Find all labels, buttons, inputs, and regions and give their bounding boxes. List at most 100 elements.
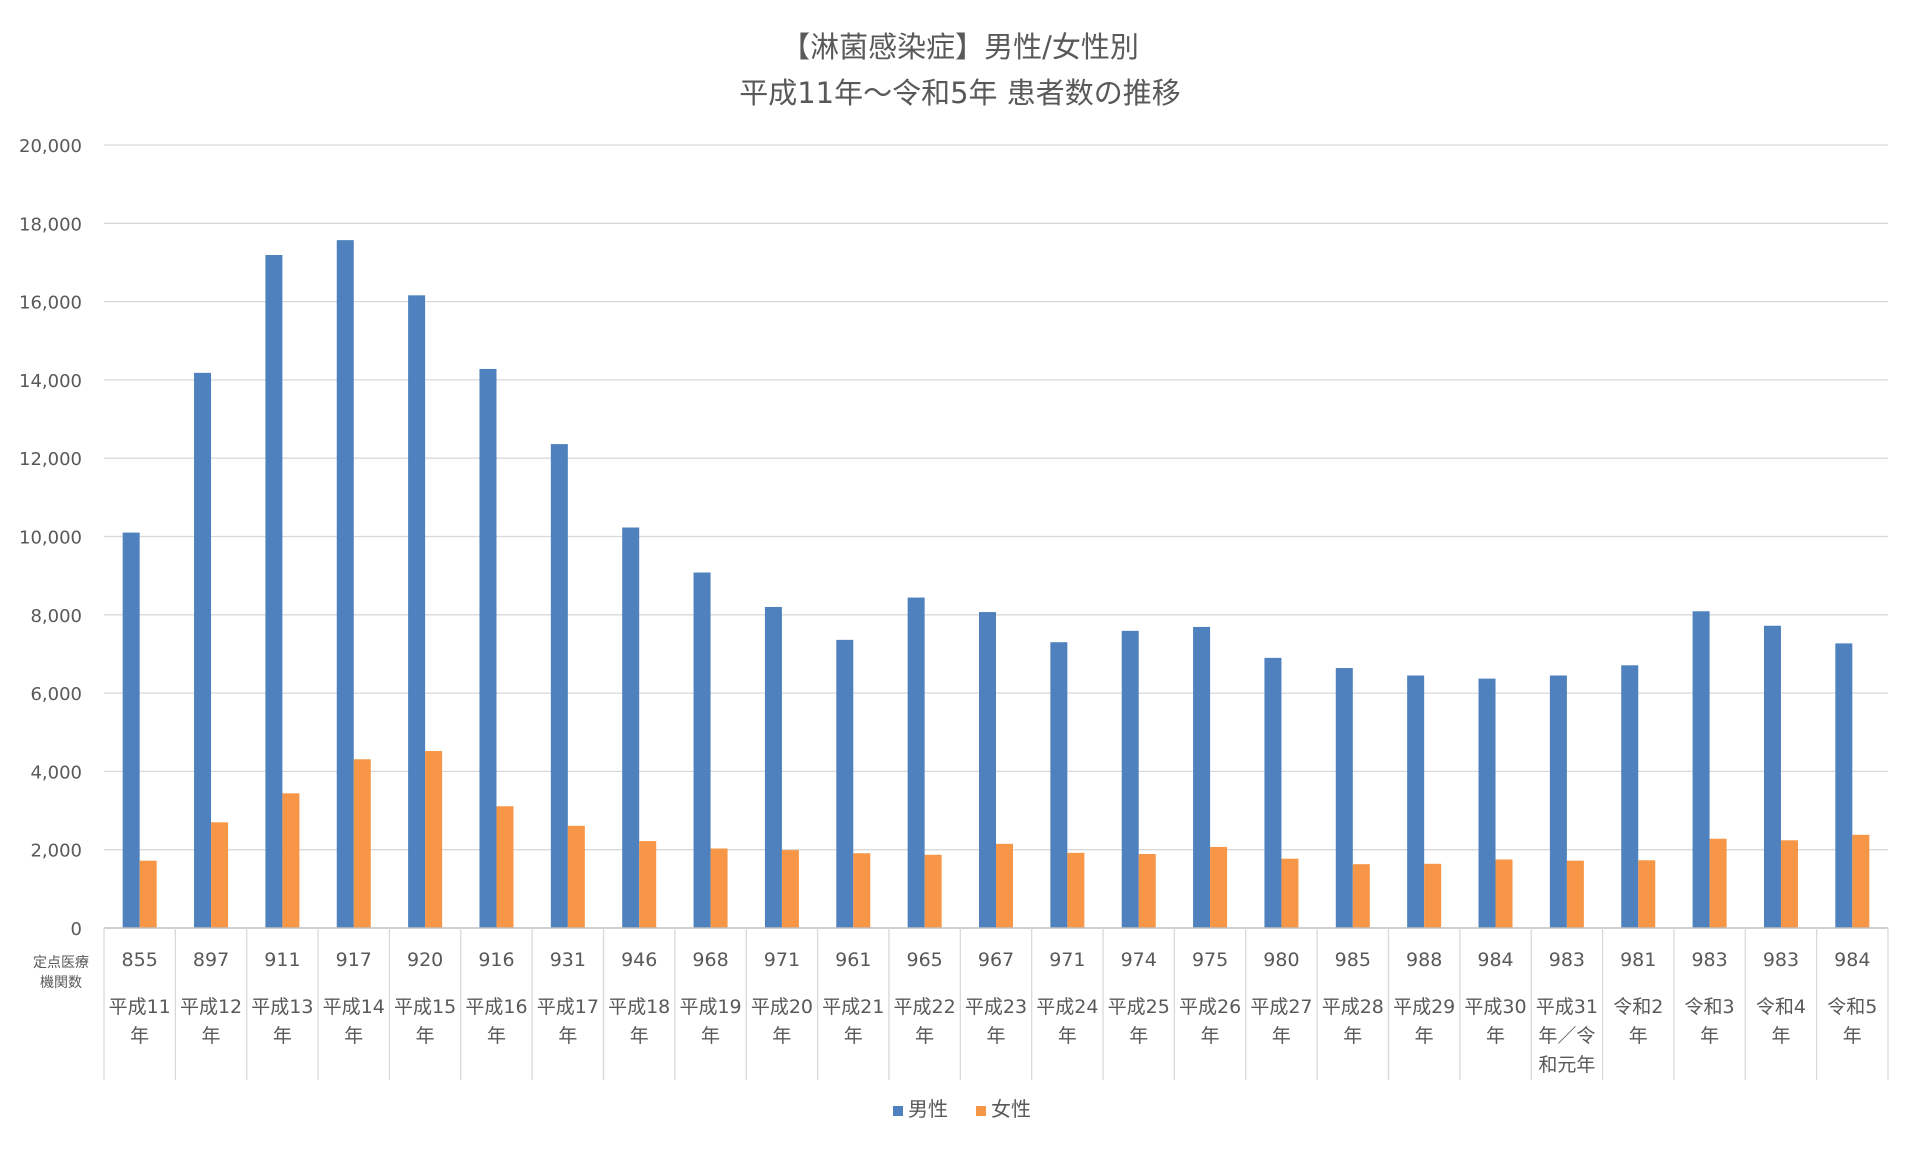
bar-female [1281, 858, 1299, 928]
x-category-label: 年 [1201, 1025, 1220, 1047]
chart-title-line-2: 平成11年～令和5年 患者数の推移 [739, 76, 1181, 110]
sentinel-count: 855 [122, 949, 158, 971]
sentinel-count: 971 [764, 949, 800, 971]
x-category-label: 年 [487, 1025, 506, 1047]
sentinel-count: 975 [1192, 949, 1228, 971]
y-tick-label: 16,000 [19, 293, 82, 314]
x-category-label: 年 [630, 1025, 649, 1047]
x-category-label: 平成21 [822, 996, 884, 1018]
legend: 男性 女性 [893, 1097, 1031, 1121]
x-category-label: 年 [701, 1025, 720, 1047]
legend-label-female: 女性 [991, 1097, 1031, 1121]
x-category-label: 年 [1771, 1025, 1790, 1047]
x-category-label: 令和5 [1827, 996, 1877, 1018]
bar-male [1549, 675, 1567, 928]
x-category-label: 年 [1486, 1025, 1505, 1047]
x-category-label: 年 [202, 1025, 221, 1047]
legend-swatch-male [893, 1106, 903, 1116]
sentinel-row-label: 機関数 [40, 975, 82, 991]
x-category-label: 令和2 [1613, 996, 1663, 1018]
x-category-label: 平成14 [323, 996, 385, 1018]
sentinel-count: 971 [1049, 949, 1085, 971]
bar-male [1264, 657, 1282, 928]
x-category-label: 平成31 [1536, 996, 1598, 1018]
x-category-label: 平成22 [894, 996, 956, 1018]
x-category-label: 平成28 [1322, 996, 1384, 1018]
bar-male [693, 572, 711, 928]
x-category-label: 年 [844, 1025, 863, 1047]
x-category-label: 年 [1629, 1025, 1648, 1047]
bar-male [622, 527, 640, 928]
y-tick-label: 0 [71, 919, 82, 940]
bar-female [1067, 852, 1085, 928]
bar-female [282, 793, 300, 928]
y-tick-label: 6,000 [30, 684, 82, 705]
sentinel-count: 911 [264, 949, 300, 971]
x-category-label: 年 [1272, 1025, 1291, 1047]
bar-female [1495, 859, 1513, 928]
x-category-label: 年 [1343, 1025, 1362, 1047]
bar-female [853, 853, 871, 928]
bar-female [996, 843, 1013, 928]
bar-female [1352, 864, 1370, 928]
x-category-label: 平成11 [109, 996, 171, 1018]
x-category-label: 平成13 [251, 996, 313, 1018]
bar-female [567, 825, 585, 928]
x-category-label: 年 [416, 1025, 435, 1047]
bar-male [194, 372, 212, 928]
x-category-label: 平成24 [1036, 996, 1098, 1018]
bar-male [1121, 630, 1139, 928]
x-category-label: 年 [1843, 1025, 1862, 1047]
sentinel-count: 967 [978, 949, 1014, 971]
bar-male [764, 606, 782, 928]
bar-male [1763, 625, 1781, 928]
bars [122, 240, 1870, 929]
chart-title-line-1: 【淋菌感染症】男性/女性別 [781, 30, 1139, 64]
sentinel-count: 980 [1263, 949, 1299, 971]
sentinel-count: 946 [621, 949, 657, 971]
x-category-label: 年 [1700, 1025, 1719, 1047]
bar-male [122, 532, 140, 928]
sentinel-count: 985 [1335, 949, 1371, 971]
bar-female [139, 860, 157, 928]
x-category-label: 平成16 [465, 996, 527, 1018]
bar-male [979, 612, 996, 928]
bar-male [1050, 642, 1068, 928]
y-tick-label: 18,000 [19, 214, 82, 235]
bar-male [479, 368, 497, 928]
x-category-label: 令和4 [1756, 996, 1806, 1018]
bar-female [1210, 846, 1228, 928]
x-category-label: 年 [1415, 1025, 1434, 1047]
sentinel-count: 983 [1691, 949, 1727, 971]
bar-male [1478, 678, 1496, 928]
x-category-label: 平成23 [965, 996, 1027, 1018]
y-tick-label: 8,000 [30, 606, 82, 627]
bar-female [425, 751, 443, 928]
x-category-label: 平成20 [751, 996, 813, 1018]
bar-female [1638, 860, 1656, 928]
y-tick-label: 20,000 [19, 136, 82, 157]
x-category-label: 平成29 [1393, 996, 1455, 1018]
bar-female [1424, 863, 1442, 928]
sentinel-count: 983 [1549, 949, 1585, 971]
x-category-label: 年 [915, 1025, 934, 1047]
x-category-label: 年 [558, 1025, 577, 1047]
bar-female [639, 841, 657, 928]
bar-female [1780, 840, 1798, 928]
bar-male [1621, 665, 1639, 928]
x-category-label: 平成19 [679, 996, 741, 1018]
legend-label-male: 男性 [908, 1097, 948, 1121]
gridlines [104, 144, 1888, 851]
bar-female [924, 854, 942, 928]
x-category-label: 年／令 [1538, 1025, 1595, 1047]
bar-male [1193, 626, 1211, 928]
y-tick-label: 2,000 [30, 841, 82, 862]
sentinel-count: 981 [1620, 949, 1656, 971]
x-category-label: 平成26 [1179, 996, 1241, 1018]
axis-labels: 0 2,000 4,000 6,000 8,000 10,000 12,000 14,000 1… [19, 136, 1877, 1076]
bar-female [1566, 860, 1584, 928]
sentinel-count: 984 [1477, 949, 1513, 971]
bar-male [408, 295, 426, 928]
